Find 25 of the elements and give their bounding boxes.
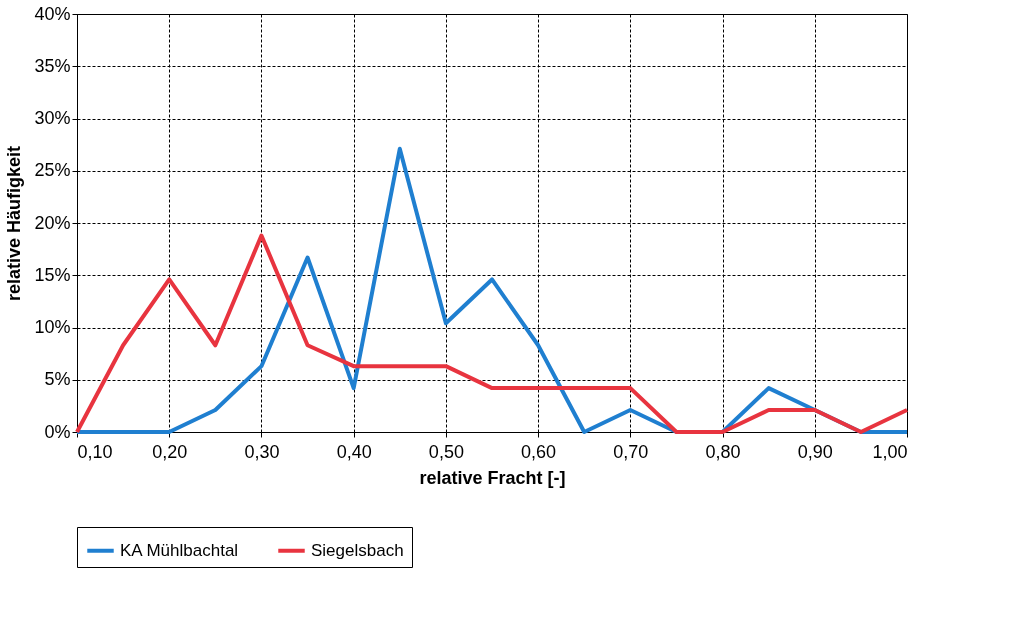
legend-label: Siegelsbach bbox=[311, 540, 404, 560]
line-series bbox=[75, 146, 909, 434]
x-tick-label: 0,60 bbox=[521, 441, 557, 462]
y-tick-label: 20% bbox=[34, 212, 71, 233]
y-tick-label: 10% bbox=[34, 317, 71, 337]
x-tick-label: 1,00 bbox=[872, 441, 908, 462]
x-tick-label: 0,30 bbox=[244, 441, 280, 462]
y-tick-label: 5% bbox=[44, 369, 71, 390]
y-axis-title: relative Häufigkeit bbox=[4, 145, 25, 302]
y-tick-label: 40% bbox=[34, 3, 71, 24]
x-tick-label: 0,70 bbox=[613, 441, 649, 462]
x-tick-label: 0,20 bbox=[152, 441, 188, 462]
line-series bbox=[75, 233, 909, 434]
x-axis-title: relative Fracht [-] bbox=[419, 467, 566, 488]
y-tick-label: 35% bbox=[34, 55, 71, 76]
y-tick-label: 15% bbox=[34, 264, 71, 285]
x-tick-label: 0,10 bbox=[77, 441, 113, 462]
y-tick-label: 30% bbox=[34, 108, 71, 128]
x-tick-label: 0,80 bbox=[705, 441, 741, 462]
x-tick-label: 0,50 bbox=[428, 441, 464, 462]
x-tick-label: 0,90 bbox=[797, 441, 833, 462]
legend-label: KA Mühlbachtal bbox=[120, 540, 239, 560]
y-tick-label: 25% bbox=[34, 160, 71, 181]
y-tick-label: 0% bbox=[44, 421, 71, 442]
x-tick-label: 0,40 bbox=[336, 441, 372, 462]
